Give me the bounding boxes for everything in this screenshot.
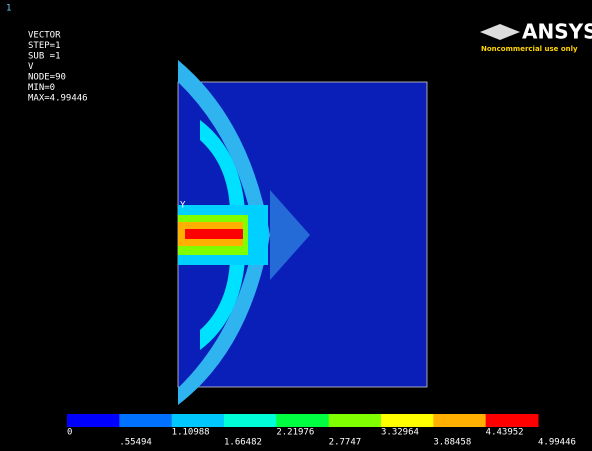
info-line: VECTOR [28, 31, 61, 41]
legend-swatch [172, 414, 225, 427]
legend-label: 4.99446 [538, 438, 576, 448]
info-line: V [28, 62, 34, 72]
logo-note: Noncommercial use only [481, 45, 578, 53]
plot-area: Y [178, 60, 427, 405]
legend-label: 3.32964 [381, 428, 419, 438]
info-line: MAX=4.99446 [28, 94, 88, 104]
legend-swatch [224, 414, 277, 427]
info-line: MIN=0 [28, 83, 55, 93]
legend-swatch [276, 414, 329, 427]
ansys-window: 1 ANSYS Noncommercial use only Y VECTORS… [0, 0, 592, 451]
info-line: SUB =1 [28, 52, 61, 62]
legend-swatch [486, 414, 539, 427]
legend-label: 0 [67, 428, 72, 438]
info-line: NODE=90 [28, 73, 66, 83]
legend-swatch [381, 414, 434, 427]
legend-label: 2.21976 [276, 428, 314, 438]
axis-label: Y [180, 201, 186, 211]
jet-core [185, 229, 243, 239]
logo-brand: ANSYS [522, 20, 592, 44]
legend-label: 2.7747 [329, 438, 362, 448]
info-line: STEP=1 [28, 41, 61, 51]
legend-swatch [433, 414, 486, 427]
legend-swatch [67, 414, 120, 427]
legend-label: 1.66482 [224, 438, 262, 448]
window-number: 1 [6, 4, 11, 14]
legend-label: .55494 [119, 438, 152, 448]
legend-label: 4.43952 [486, 428, 524, 438]
legend-label: 3.88458 [433, 438, 471, 448]
legend-label: 1.10988 [172, 428, 210, 438]
legend-swatch [329, 414, 382, 427]
legend-swatch [119, 414, 172, 427]
